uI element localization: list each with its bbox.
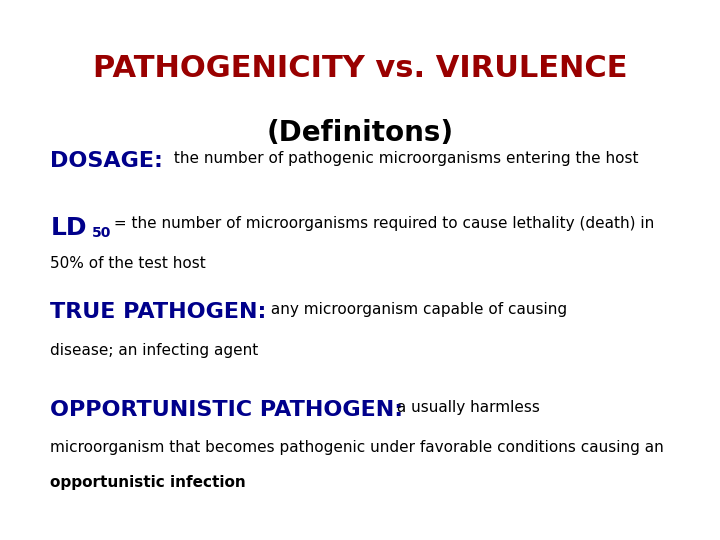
Text: disease; an infecting agent: disease; an infecting agent: [50, 343, 258, 358]
Text: 50: 50: [92, 226, 112, 240]
Text: DOSAGE:: DOSAGE:: [50, 151, 163, 171]
Text: (Definitons): (Definitons): [266, 119, 454, 147]
Text: microorganism that becomes pathogenic under favorable conditions causing an: microorganism that becomes pathogenic un…: [50, 440, 664, 455]
Text: a usually harmless: a usually harmless: [392, 400, 540, 415]
Text: = the number of microorganisms required to cause lethality (death) in: = the number of microorganisms required …: [109, 216, 654, 231]
Text: PATHOGENICITY vs. VIRULENCE: PATHOGENICITY vs. VIRULENCE: [93, 54, 627, 83]
Text: 50% of the test host: 50% of the test host: [50, 256, 206, 272]
Text: opportunistic infection: opportunistic infection: [50, 475, 246, 490]
Text: OPPORTUNISTIC PATHOGEN:: OPPORTUNISTIC PATHOGEN:: [50, 400, 403, 420]
Text: any microorganism capable of causing: any microorganism capable of causing: [266, 302, 567, 318]
Text: LD: LD: [50, 216, 87, 240]
Text: the number of pathogenic microorganisms entering the host: the number of pathogenic microorganisms …: [169, 151, 639, 166]
Text: TRUE PATHOGEN:: TRUE PATHOGEN:: [50, 302, 267, 322]
